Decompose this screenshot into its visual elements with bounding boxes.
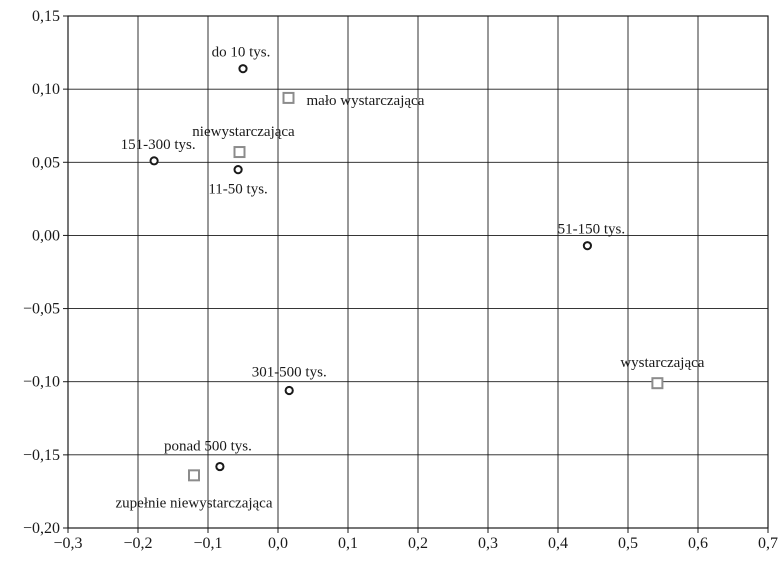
point-label-wystarczaj-ca: wystarczająca xyxy=(620,355,704,371)
x-tick-label: 0,7 xyxy=(758,535,778,552)
point-11-50-tys xyxy=(233,165,243,175)
y-tick-label: 0,15 xyxy=(32,8,60,25)
point-do-10-tys xyxy=(238,64,248,74)
x-tick-label: 0,4 xyxy=(548,535,568,552)
x-tick-label: 0,2 xyxy=(408,535,428,552)
point-niewystarczaj-ca xyxy=(233,146,246,159)
point-wystarczaj-ca xyxy=(651,377,664,390)
point-label-niewystarczaj-ca: niewystarczająca xyxy=(192,124,295,140)
point-151-300-tys xyxy=(149,156,159,166)
y-tick-label: −0,10 xyxy=(23,374,60,391)
y-tick-label: −0,20 xyxy=(23,520,60,537)
y-tick-label: −0,15 xyxy=(23,447,60,464)
x-tick-label: −0,1 xyxy=(193,535,222,552)
point-label-151-300-tys: 151-300 tys. xyxy=(121,137,196,153)
point-label-ma-o-wystarczaj-ca: mało wystarczająca xyxy=(307,93,425,109)
point-zupe-nie-niewystarczaj-ca xyxy=(188,469,200,482)
point-label-301-500-tys: 301-500 tys. xyxy=(252,364,327,380)
point-label-ponad-500-tys: ponad 500 tys. xyxy=(164,439,252,455)
x-tick-label: 0,3 xyxy=(478,535,498,552)
x-tick-label: 0,1 xyxy=(338,535,358,552)
y-tick-label: −0,05 xyxy=(23,301,60,318)
y-tick-label: 0,10 xyxy=(32,81,60,98)
x-tick-label: 0,6 xyxy=(688,535,708,552)
point-label-11-50-tys: 11-50 tys. xyxy=(208,182,267,198)
y-tick-label: 0,05 xyxy=(32,154,60,171)
x-tick-label: 0,5 xyxy=(618,535,638,552)
point-51-150-tys xyxy=(582,241,593,251)
point-label-51-150-tys: 51-150 tys. xyxy=(558,222,626,238)
point-ponad-500-tys xyxy=(215,461,225,472)
point-label-zupe-nie-niewystarczaj-ca: zupełnie niewystarczająca xyxy=(116,495,273,511)
y-tick-label: 0,00 xyxy=(32,227,60,244)
x-tick-label: −0,2 xyxy=(123,535,152,552)
point-label-do-10-tys: do 10 tys. xyxy=(212,45,271,61)
x-tick-label: 0,0 xyxy=(268,535,288,552)
point-ma-o-wystarczaj-ca xyxy=(282,91,295,104)
point-301-500-tys xyxy=(284,385,294,396)
x-tick-label: −0,3 xyxy=(53,535,82,552)
